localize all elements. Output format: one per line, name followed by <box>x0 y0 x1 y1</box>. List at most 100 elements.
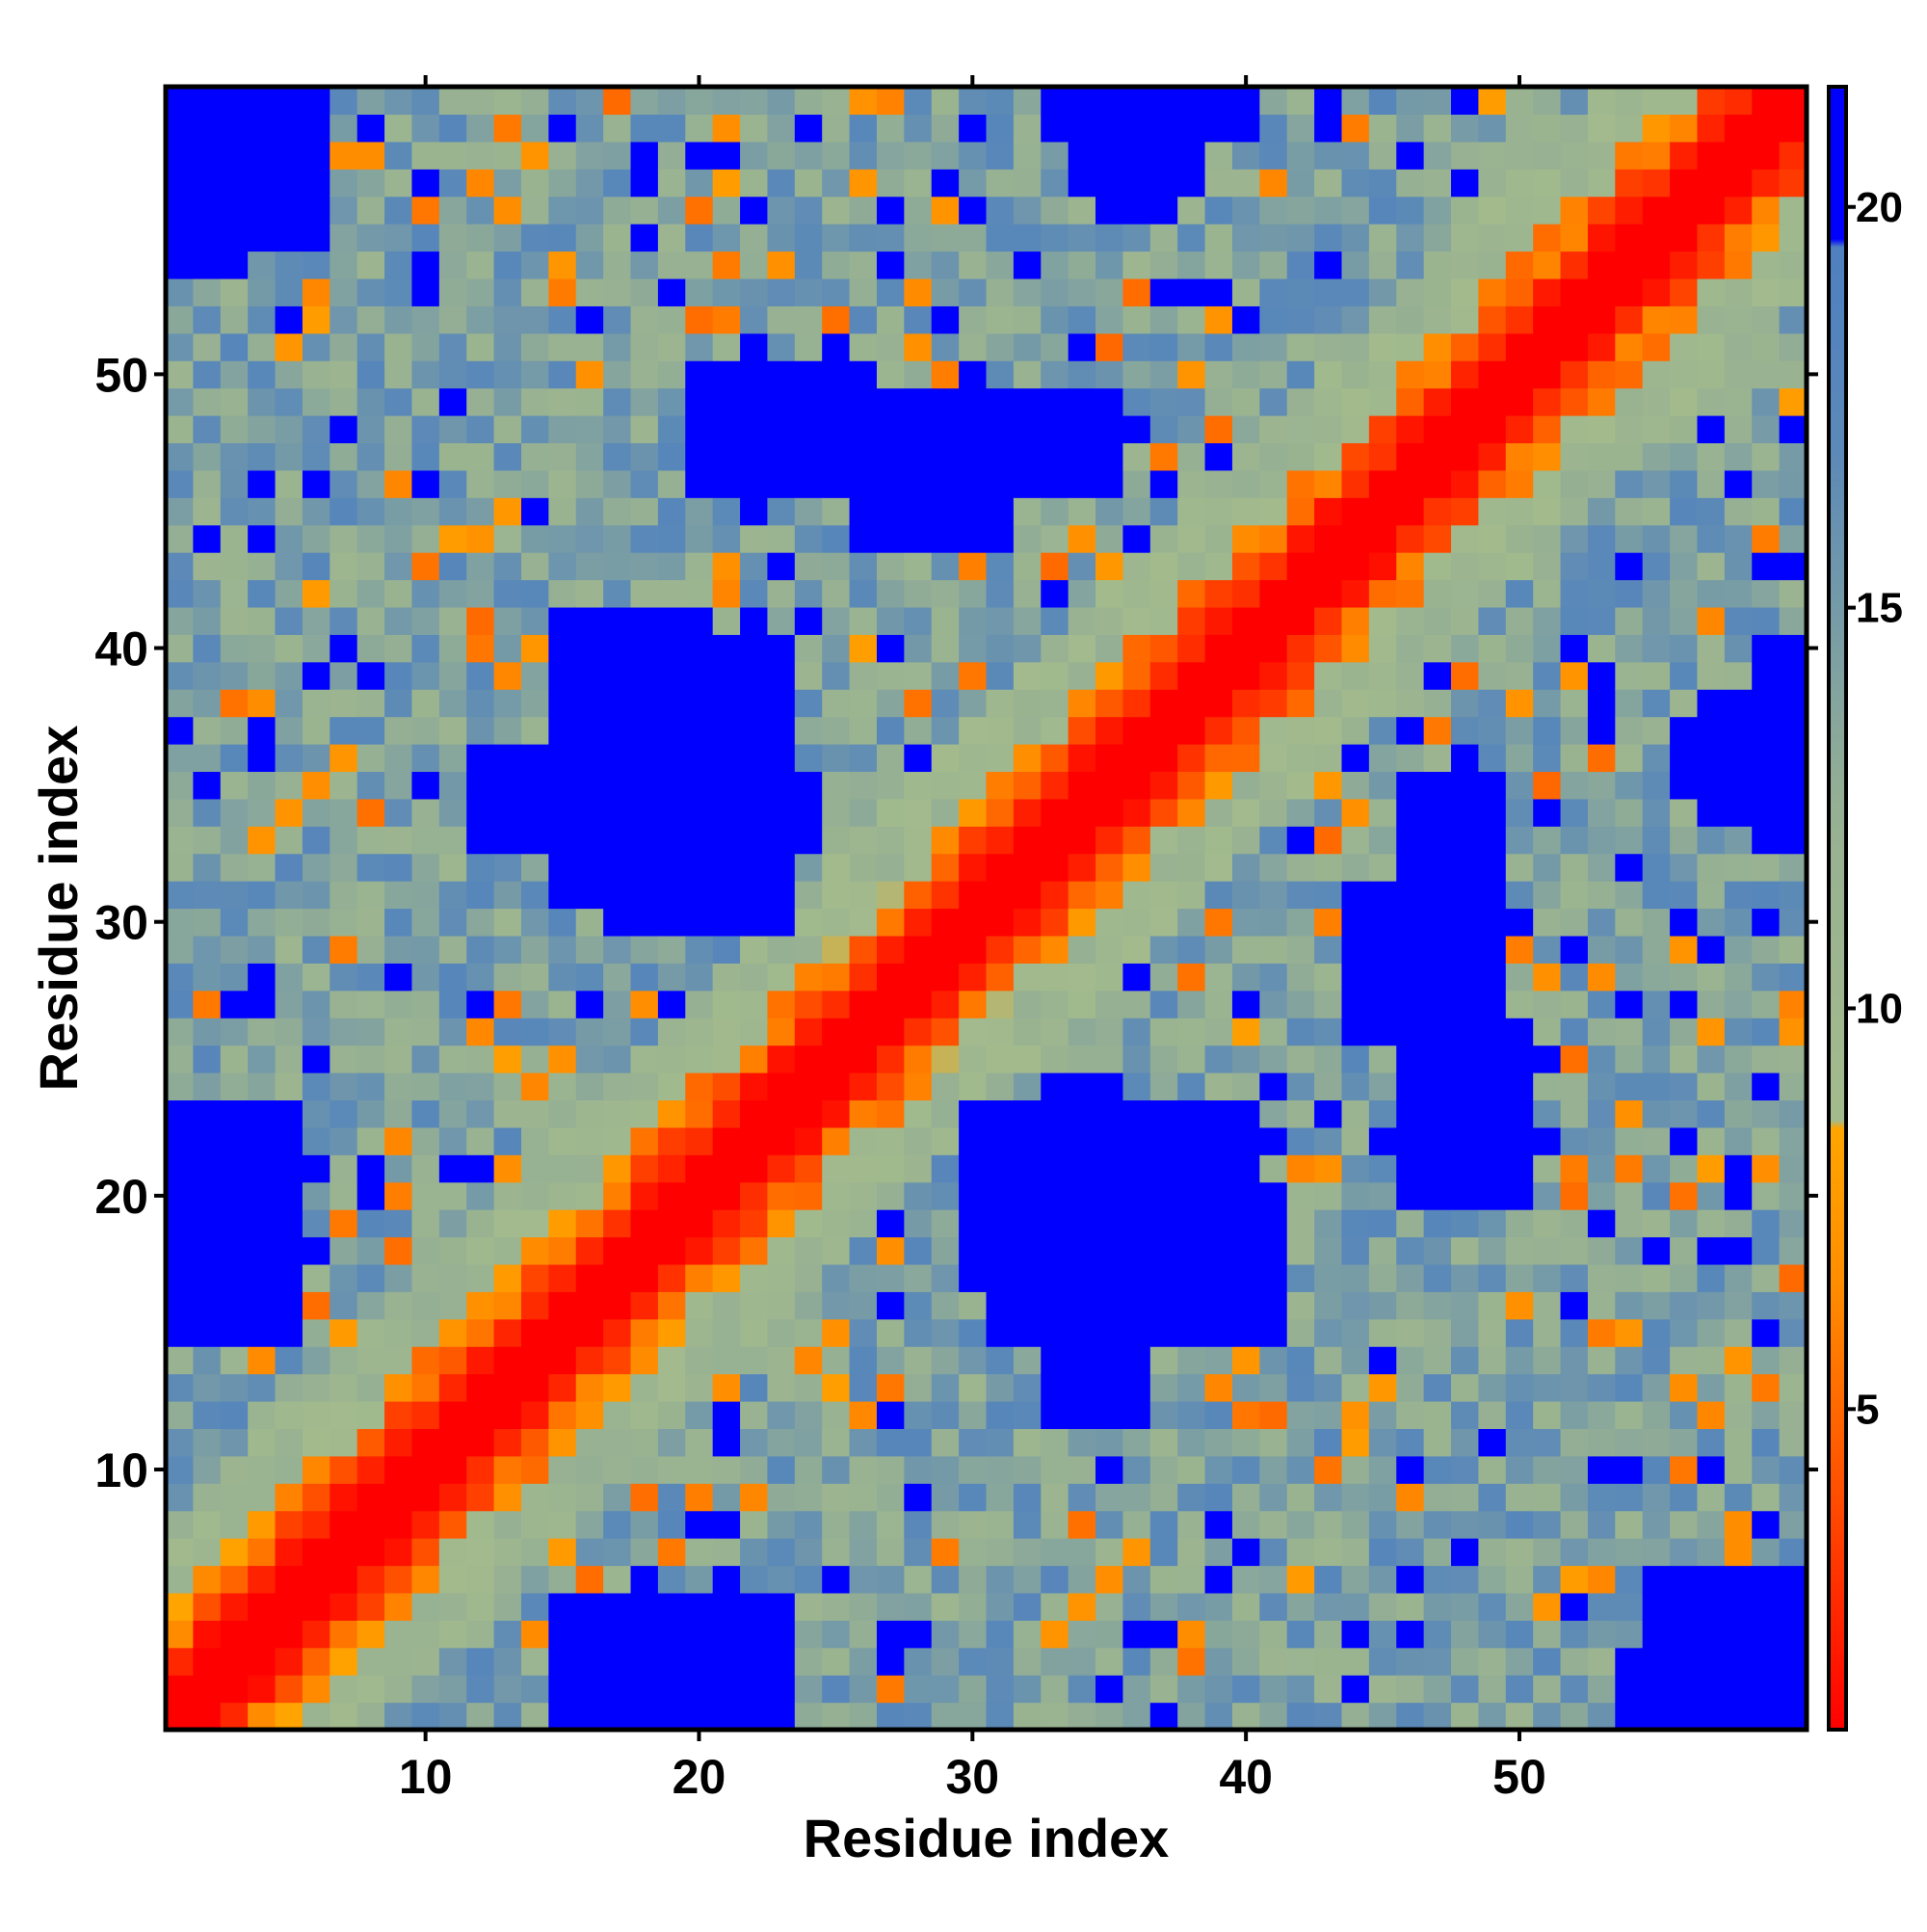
heatmap-cell <box>466 332 495 361</box>
heatmap-cell <box>1013 360 1042 389</box>
heatmap-cell <box>1396 1565 1425 1594</box>
heatmap-cell <box>411 224 440 252</box>
x-tick-label: 40 <box>1219 1750 1273 1804</box>
heatmap-cell <box>1615 661 1644 690</box>
heatmap-cell <box>1231 387 1260 416</box>
heatmap-cell <box>1095 442 1124 471</box>
heatmap-cell <box>1259 251 1288 279</box>
heatmap-cell <box>1478 1592 1507 1621</box>
heatmap-cell <box>1505 1318 1534 1347</box>
heatmap-cell <box>1368 1126 1397 1155</box>
heatmap-cell <box>302 387 330 416</box>
heatmap-cell <box>1122 278 1151 306</box>
heatmap-cell <box>1041 1263 1069 1292</box>
heatmap-cell <box>575 1373 604 1402</box>
heatmap-cell <box>575 360 604 389</box>
heatmap-cell <box>630 1154 659 1183</box>
heatmap-cell <box>1149 579 1178 608</box>
heatmap-cell <box>1423 442 1452 471</box>
heatmap-cell <box>1615 1154 1644 1183</box>
heatmap-cell <box>657 360 686 389</box>
heatmap-cell <box>630 1318 659 1347</box>
heatmap-cell <box>986 497 1015 526</box>
heatmap-cell <box>166 552 194 581</box>
heatmap-cell <box>302 853 330 882</box>
heatmap-cell <box>603 332 632 361</box>
heatmap-cell <box>1533 1045 1562 1073</box>
heatmap-cell <box>1068 1099 1096 1128</box>
heatmap-cell <box>493 1373 522 1402</box>
heatmap-cell <box>904 634 933 663</box>
heatmap-cell <box>1697 524 1726 553</box>
heatmap-cell <box>1259 1045 1288 1073</box>
heatmap-cell <box>1505 1565 1534 1594</box>
heatmap-cell <box>220 1318 249 1347</box>
heatmap-cell <box>1587 1291 1616 1320</box>
heatmap-cell <box>275 1428 304 1457</box>
heatmap-cell <box>1560 415 1589 444</box>
heatmap-cell <box>712 744 741 773</box>
heatmap-cell <box>1259 196 1288 225</box>
heatmap-cell <box>1423 908 1452 937</box>
heatmap-cell <box>1122 990 1151 1019</box>
heatmap-cell <box>1670 1099 1699 1128</box>
heatmap-cell <box>466 552 495 581</box>
heatmap-cell <box>904 552 933 581</box>
heatmap-cell <box>1286 1620 1315 1649</box>
heatmap-cell <box>740 798 769 827</box>
heatmap-cell <box>411 1045 440 1073</box>
heatmap-cell <box>1041 1236 1069 1265</box>
heatmap-cell <box>520 1401 549 1430</box>
heatmap-cell <box>1752 826 1781 855</box>
heatmap-cell <box>1122 1318 1151 1347</box>
heatmap-cell <box>1396 963 1425 992</box>
heatmap-cell <box>657 387 686 416</box>
heatmap-cell <box>1752 387 1781 416</box>
heatmap-cell <box>1177 415 1206 444</box>
heatmap-cell <box>1587 1236 1616 1265</box>
heatmap-cell <box>1041 1018 1069 1046</box>
heatmap-cell <box>520 963 549 992</box>
heatmap-cell <box>1505 305 1534 334</box>
heatmap-cell <box>959 1401 988 1430</box>
heatmap-cell <box>193 798 222 827</box>
heatmap-cell <box>1368 1647 1397 1676</box>
heatmap-cell <box>1204 1072 1233 1101</box>
heatmap-cell <box>1122 1647 1151 1676</box>
heatmap-cell <box>630 1592 659 1621</box>
heatmap-cell <box>356 1483 385 1512</box>
heatmap-cell <box>466 1455 495 1484</box>
heatmap-cell <box>685 1702 714 1731</box>
heatmap-cell <box>959 332 988 361</box>
heatmap-cell <box>794 1181 823 1210</box>
y-tick-label: 30 <box>94 896 148 950</box>
heatmap-cell <box>1341 1538 1370 1567</box>
heatmap-cell <box>1122 1209 1151 1238</box>
heatmap-cell <box>302 87 330 116</box>
heatmap-cell <box>794 1675 823 1704</box>
heatmap-cell <box>959 524 988 553</box>
heatmap-cell <box>1560 1647 1589 1676</box>
heatmap-cell <box>302 305 330 334</box>
heatmap-cell <box>1560 278 1589 306</box>
heatmap-cell <box>248 1538 277 1567</box>
heatmap-cell <box>931 1154 960 1183</box>
heatmap-cell <box>685 524 714 553</box>
heatmap-cell <box>876 114 905 143</box>
heatmap-cell <box>1533 1647 1562 1676</box>
heatmap-cell <box>1259 1126 1288 1155</box>
heatmap-cell <box>356 990 385 1019</box>
heatmap-cell <box>657 497 686 526</box>
heatmap-cell <box>1013 1072 1042 1101</box>
heatmap-cell <box>767 387 796 416</box>
heatmap-cell <box>876 1236 905 1265</box>
heatmap-cell <box>1013 87 1042 116</box>
heatmap-cell <box>575 606 604 635</box>
heatmap-cell <box>1149 1236 1178 1265</box>
heatmap-cell <box>438 1291 467 1320</box>
heatmap-cell <box>1204 497 1233 526</box>
heatmap-cell <box>1670 1647 1699 1676</box>
heatmap-cell <box>220 552 249 581</box>
heatmap-cell <box>1068 552 1096 581</box>
heatmap-cell <box>794 881 823 910</box>
